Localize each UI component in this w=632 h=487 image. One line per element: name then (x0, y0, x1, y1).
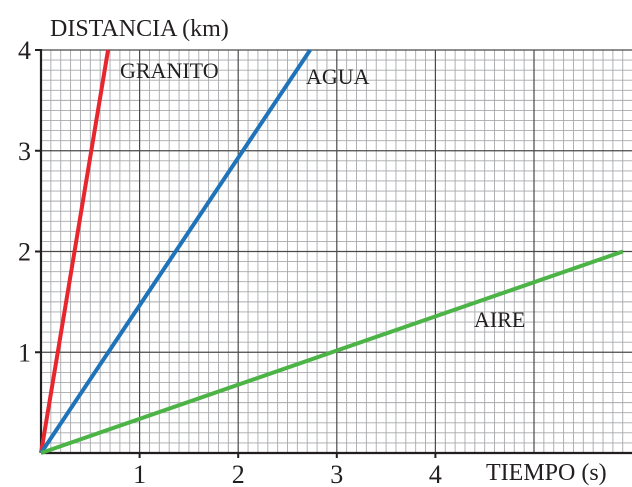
series-line-agua (39, 48, 312, 455)
y-tick-label: 1 (18, 338, 31, 367)
series-line-granito (39, 49, 111, 454)
labels: DISTANCIA (km) TIEMPO (s) GRANITO AGUA A… (50, 16, 607, 486)
x-tick-label: 4 (429, 460, 442, 487)
tick-labels: 1 2 3 4 1 2 3 4 (18, 36, 442, 487)
series-label-aire: AIRE (474, 307, 525, 332)
series-label-agua: AGUA (306, 64, 370, 89)
x-tick-label: 1 (133, 460, 146, 487)
y-axis-title: DISTANCIA (km) (50, 16, 229, 42)
axes (35, 49, 632, 458)
y-tick-label: 3 (18, 137, 31, 166)
y-tick-label: 2 (18, 238, 31, 267)
x-tick-label: 3 (330, 460, 343, 487)
x-axis-title: TIEMPO (s) (486, 460, 607, 486)
series-line-aire (40, 249, 624, 455)
x-tick-label: 2 (232, 460, 245, 487)
series-lines (39, 48, 624, 455)
y-tick-label: 4 (18, 36, 31, 65)
series-label-granito: GRANITO (120, 58, 219, 83)
